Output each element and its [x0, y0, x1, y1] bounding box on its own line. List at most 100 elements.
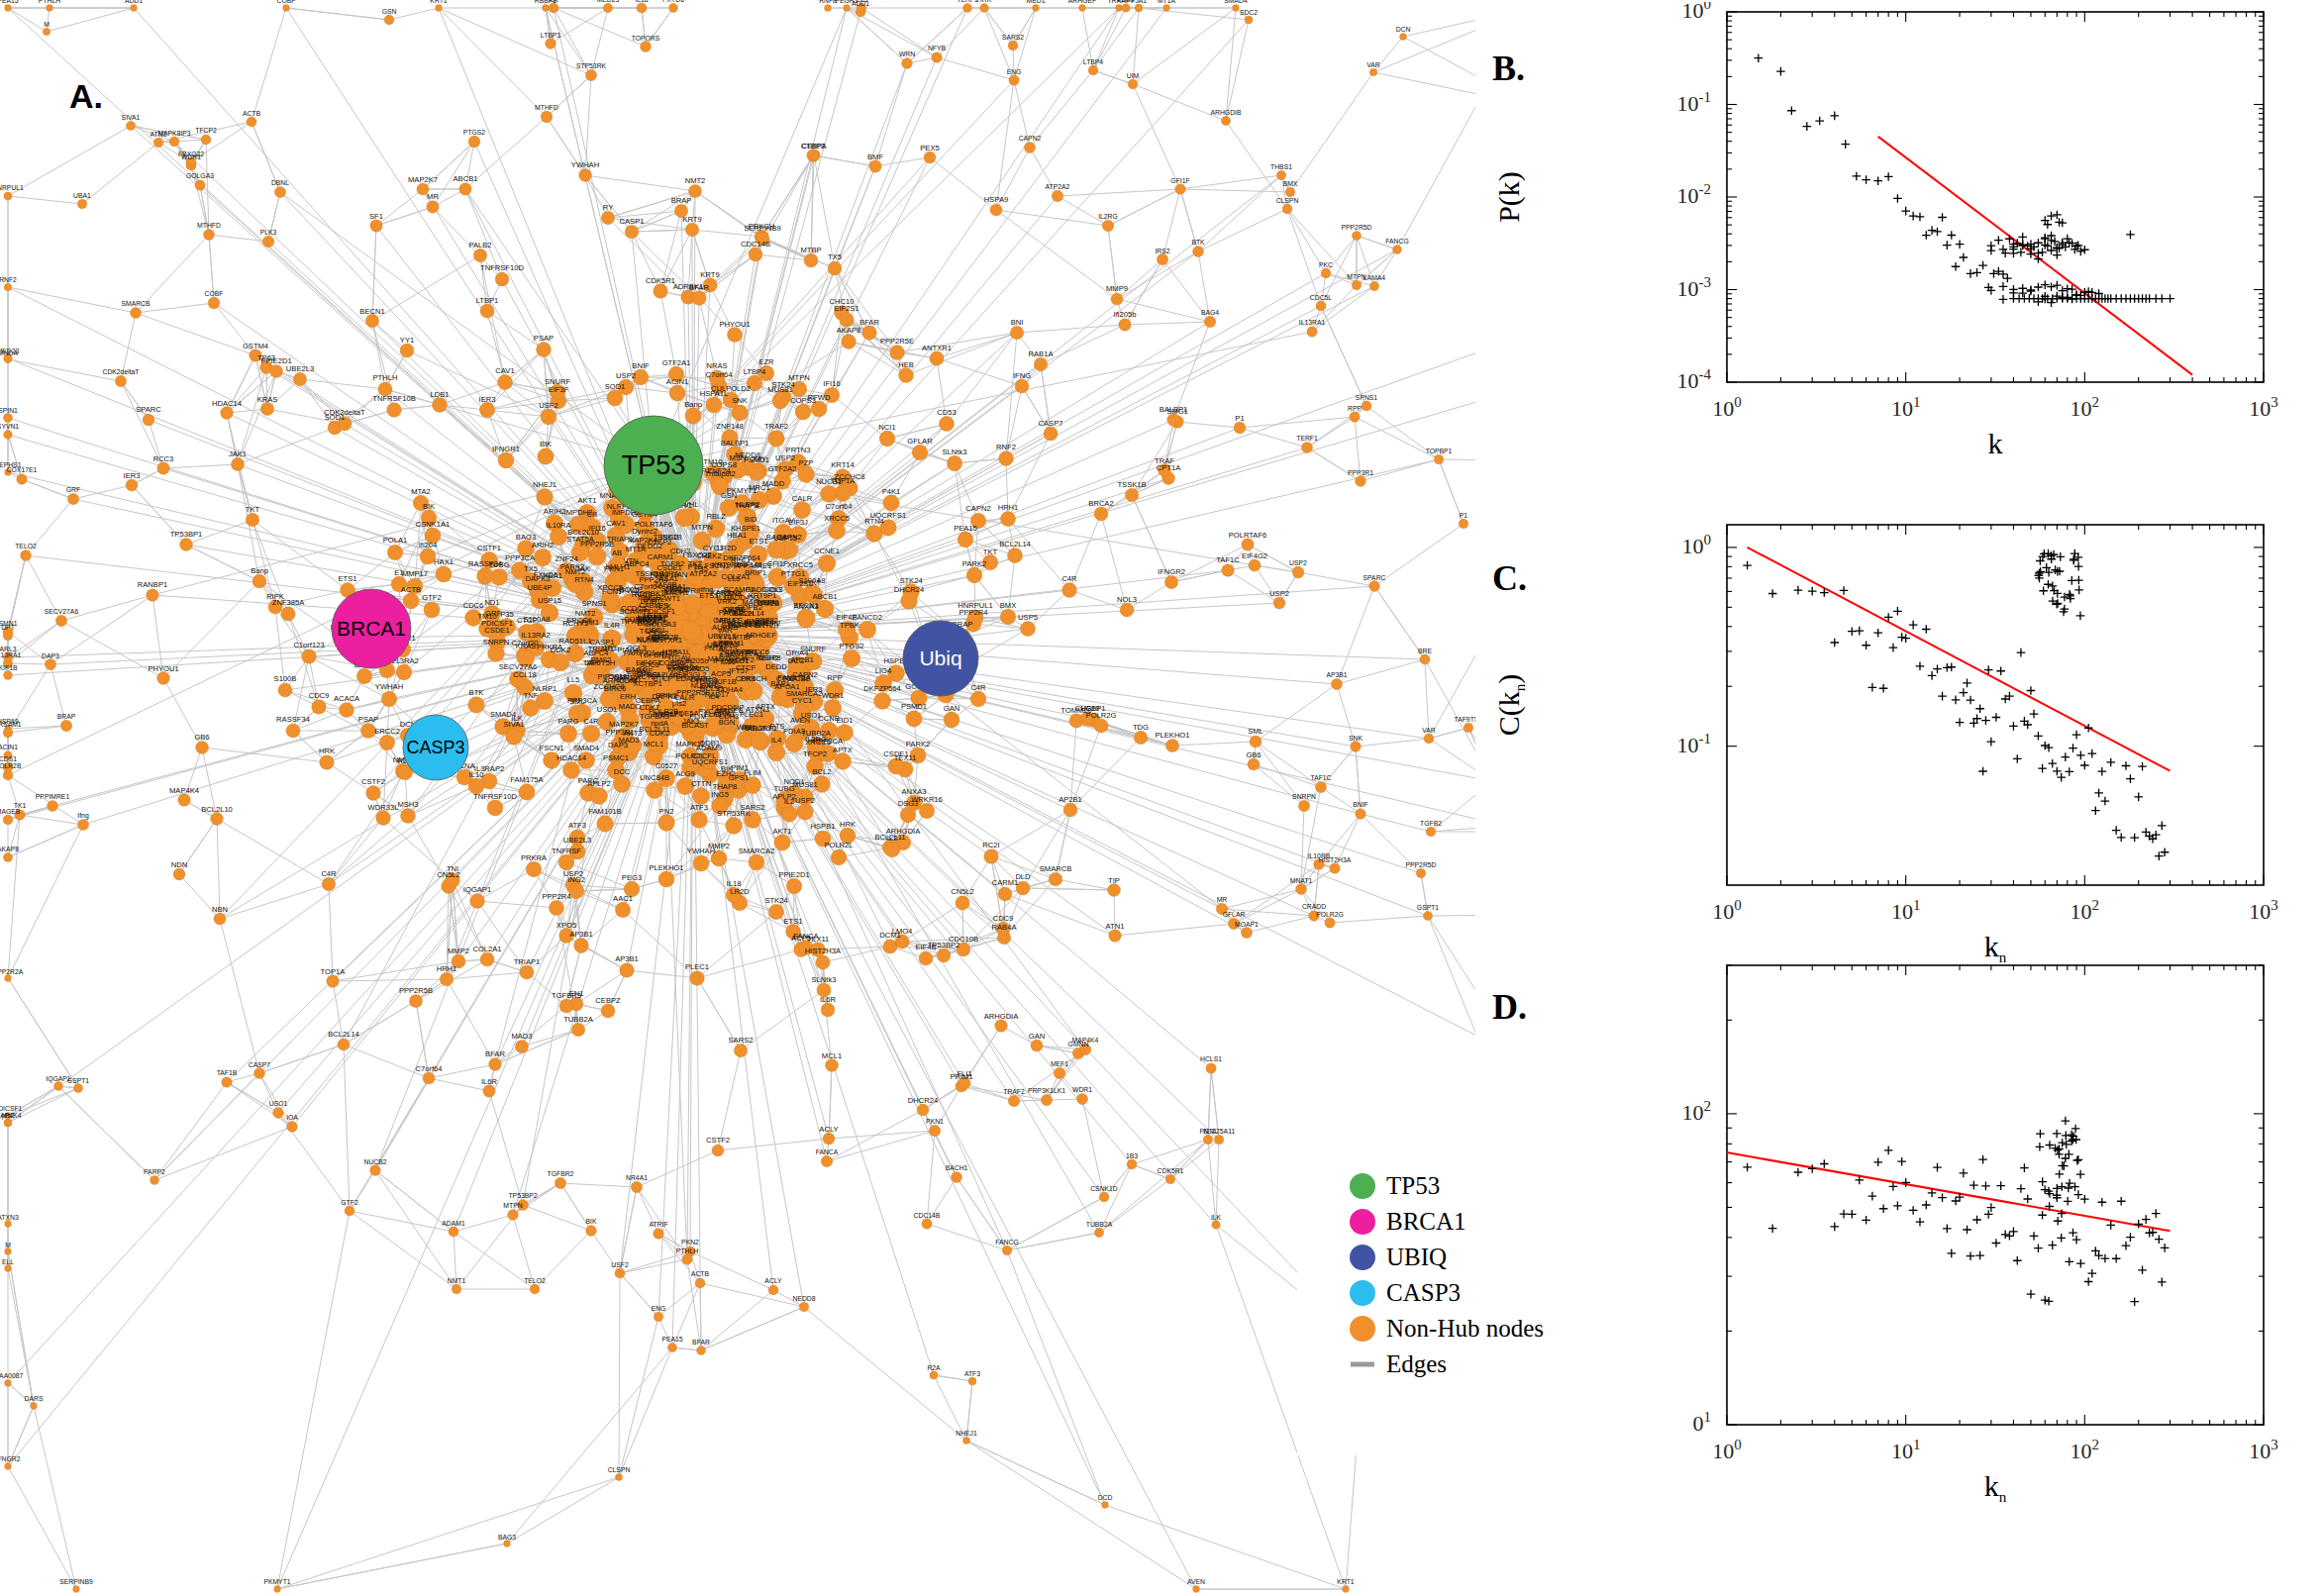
- svg-text:PEGR1: PEGR1: [835, 0, 858, 4]
- svg-text:NUFIP1: NUFIP1: [690, 681, 717, 690]
- svg-text:DEDD: DEDD: [765, 662, 787, 671]
- svg-text:TGFBR3: TGFBR3: [552, 991, 581, 1000]
- svg-text:CASP1: CASP1: [620, 217, 645, 226]
- svg-text:CTGF: CTGF: [776, 674, 797, 683]
- svg-text:E1: E1: [394, 568, 403, 577]
- svg-text:EN1: EN1: [747, 617, 761, 626]
- svg-text:MAGEB: MAGEB: [0, 808, 21, 815]
- svg-text:SML: SML: [1248, 727, 1263, 736]
- svg-text:USF2: USF2: [611, 1261, 629, 1268]
- svg-text:TAF9T5H: TAF9T5H: [1455, 716, 1475, 723]
- svg-text:MCL1: MCL1: [644, 740, 663, 748]
- svg-text:SOD1: SOD1: [605, 382, 626, 391]
- svg-text:k: k: [1988, 427, 2003, 459]
- svg-text:C4R: C4R: [970, 683, 986, 692]
- svg-text:IL6R: IL6R: [481, 1077, 498, 1086]
- svg-text:HSPB1: HSPB1: [811, 822, 836, 831]
- svg-text:MTPN: MTPN: [691, 523, 713, 532]
- svg-text:TKT: TKT: [688, 559, 703, 568]
- svg-text:ARIH2: ARIH2: [532, 541, 554, 549]
- svg-text:CAPN2: CAPN2: [1019, 135, 1042, 142]
- svg-text:C(kn): C(kn): [1492, 674, 1528, 737]
- svg-text:TM10: TM10: [477, 612, 496, 621]
- svg-text:NMT2: NMT2: [565, 567, 586, 576]
- svg-text:USP2: USP2: [616, 371, 636, 380]
- svg-text:ALG9: ALG9: [675, 769, 694, 778]
- svg-text:MR: MR: [1217, 896, 1228, 903]
- svg-text:100: 100: [1712, 897, 1742, 924]
- svg-text:PLEKHO1: PLEKHO1: [649, 863, 683, 872]
- svg-text:USP2: USP2: [1289, 559, 1307, 566]
- svg-text:SERPINB9: SERPINB9: [59, 1578, 93, 1585]
- svg-text:MTBP: MTBP: [800, 246, 821, 254]
- svg-text:MAP4K4: MAP4K4: [1072, 1037, 1099, 1044]
- svg-text:NEDD8: NEDD8: [792, 1295, 815, 1302]
- svg-text:MED23: MED23: [597, 0, 620, 3]
- svg-text:SNK: SNK: [1349, 735, 1363, 742]
- svg-text:RAB1A: RAB1A: [1029, 349, 1055, 358]
- svg-text:KRT9: KRT9: [700, 270, 719, 279]
- svg-text:ILK: ILK: [1211, 1214, 1222, 1221]
- svg-text:PSMD1: PSMD1: [744, 455, 769, 464]
- svg-text:NBN: NBN: [212, 905, 228, 914]
- svg-text:CTTN: CTTN: [691, 779, 711, 788]
- svg-text:HDAC14: HDAC14: [556, 753, 586, 762]
- svg-text:PRKRA: PRKRA: [521, 853, 548, 862]
- svg-text:ING2: ING2: [567, 875, 585, 884]
- svg-text:PEA15: PEA15: [661, 1336, 682, 1343]
- svg-text:CDK5R1: CDK5R1: [1158, 1167, 1184, 1174]
- svg-text:TNFRSF10D: TNFRSF10D: [480, 263, 524, 272]
- svg-text:STK24: STK24: [899, 576, 922, 585]
- svg-text:AVEN: AVEN: [1187, 1578, 1205, 1585]
- svg-text:10-1: 10-1: [1677, 731, 1712, 757]
- svg-text:COPS3: COPS3: [790, 396, 816, 405]
- svg-text:ABCB1: ABCB1: [813, 592, 838, 601]
- svg-text:RAB4A: RAB4A: [992, 923, 1018, 932]
- svg-text:SPNS1: SPNS1: [582, 599, 607, 608]
- svg-text:FLI1: FLI1: [957, 1069, 971, 1078]
- svg-text:CSTF2: CSTF2: [361, 777, 385, 786]
- svg-text:ADD1: ADD1: [125, 0, 143, 4]
- svg-text:GADD45G: GADD45G: [746, 585, 781, 594]
- svg-text:ZNF148: ZNF148: [716, 422, 743, 431]
- svg-text:IL6R: IL6R: [820, 995, 837, 1004]
- svg-text:100: 100: [1712, 1437, 1742, 1463]
- svg-text:IL13RA1: IL13RA1: [0, 651, 21, 658]
- svg-text:SMARCB: SMARCB: [1040, 864, 1072, 873]
- svg-text:NR4A1: NR4A1: [626, 1174, 648, 1181]
- svg-text:PPP2R4: PPP2R4: [542, 892, 570, 901]
- svg-text:LDB1: LDB1: [1117, 0, 1134, 3]
- svg-text:TNFRSF10D: TNFRSF10D: [473, 792, 517, 801]
- svg-text:EZR: EZR: [758, 357, 774, 366]
- svg-text:TUBB2A: TUBB2A: [1086, 1221, 1113, 1228]
- svg-text:BMX: BMX: [1000, 601, 1016, 610]
- svg-text:DHCR24: DHCR24: [908, 1096, 938, 1105]
- svg-text:AAC1: AAC1: [613, 894, 633, 903]
- svg-text:CLSPN: CLSPN: [1276, 197, 1299, 204]
- svg-text:NUCB2: NUCB2: [363, 1158, 386, 1165]
- svg-text:PHYOU1: PHYOU1: [719, 320, 750, 329]
- svg-text:ACIN1: ACIN1: [0, 744, 18, 750]
- svg-text:MT1A: MT1A: [1158, 0, 1176, 4]
- svg-text:LTBP4: LTBP4: [1083, 58, 1103, 65]
- svg-text:BFAR: BFAR: [485, 1049, 505, 1058]
- svg-text:BRAP: BRAP: [57, 713, 76, 720]
- svg-text:HRH1: HRH1: [998, 503, 1019, 512]
- svg-text:ETS1: ETS1: [784, 917, 803, 926]
- svg-text:RFWD: RFWD: [617, 586, 640, 595]
- svg-text:PKMYT1: PKMYT1: [263, 1578, 290, 1585]
- svg-text:TNI: TNI: [447, 864, 458, 873]
- svg-text:USP2: USP2: [795, 796, 815, 805]
- svg-text:MNAT1: MNAT1: [1290, 877, 1313, 884]
- svg-text:ABCB1: ABCB1: [454, 174, 478, 183]
- svg-text:UBE4P: UBE4P: [528, 583, 553, 592]
- svg-text:CDK2deltaT: CDK2deltaT: [102, 368, 139, 375]
- svg-text:DPT: DPT: [1, 624, 15, 631]
- svg-text:TUBB2A: TUBB2A: [563, 1015, 593, 1024]
- svg-text:PPIE2D1: PPIE2D1: [778, 870, 809, 879]
- svg-text:UBA1: UBA1: [73, 192, 91, 199]
- svg-text:ZNF24: ZNF24: [555, 554, 577, 563]
- svg-text:IOA: IOA: [286, 1114, 298, 1121]
- svg-text:POLRTAF6: POLRTAF6: [1229, 531, 1267, 540]
- svg-text:APTX: APTX: [833, 746, 853, 754]
